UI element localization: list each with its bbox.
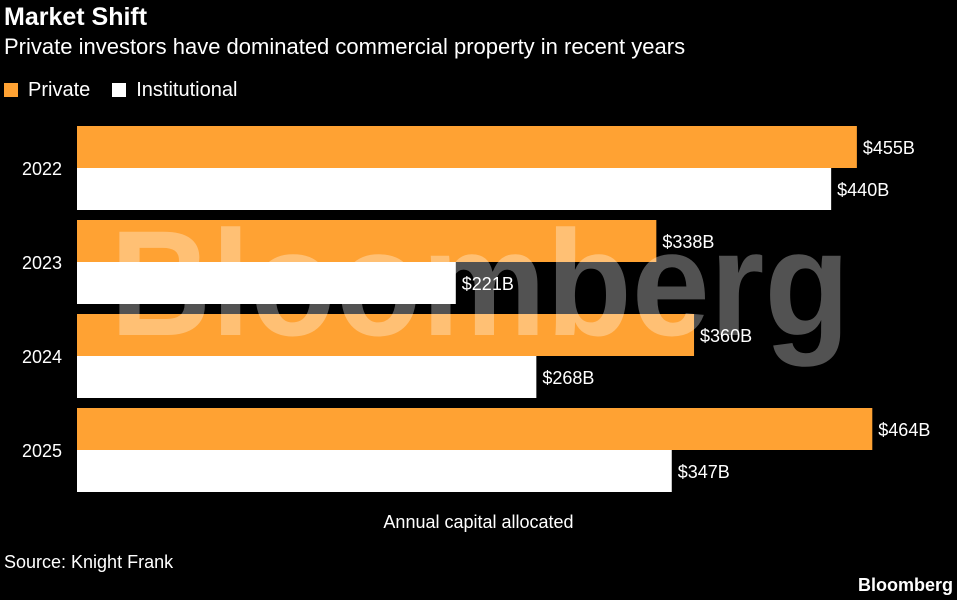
legend-swatch-private [4, 83, 18, 97]
y-tick-label-2025: 2025 [22, 441, 62, 461]
legend-item-private: Private [4, 78, 90, 102]
bar-private-2023 [77, 220, 657, 262]
data-label-private-2023: $338B [662, 232, 714, 252]
bar-private-2024 [77, 314, 695, 356]
bar-private-2025 [77, 408, 873, 450]
legend-swatch-institutional [112, 83, 127, 97]
x-axis-label: Annual capital allocated [383, 512, 574, 532]
chart-title: Market Shift [4, 3, 148, 31]
bar-institutional-2024 [77, 356, 537, 398]
data-label-private-2025: $464B [878, 420, 930, 440]
legend-item-institutional: Institutional [112, 78, 237, 102]
legend: Private Institutional [4, 78, 259, 102]
source-note: Source: Knight Frank [4, 552, 174, 572]
bar-institutional-2022 [77, 168, 832, 210]
data-label-institutional-2023: $221B [462, 274, 514, 294]
bar-institutional-2025 [77, 450, 672, 492]
bar-institutional-2023 [77, 262, 456, 304]
chart-subtitle: Private investors have dominated commerc… [4, 34, 686, 59]
data-label-institutional-2024: $268B [542, 368, 594, 388]
bar-private-2022 [77, 126, 857, 168]
y-tick-label-2023: 2023 [22, 253, 62, 273]
data-label-private-2024: $360B [700, 326, 752, 346]
legend-label-private: Private [28, 79, 91, 101]
data-label-private-2022: $455B [863, 138, 915, 158]
data-label-institutional-2025: $347B [678, 462, 730, 482]
bloomberg-brand: Bloomberg [857, 575, 953, 595]
data-label-institutional-2022: $440B [837, 180, 889, 200]
y-tick-label-2022: 2022 [22, 159, 62, 179]
y-tick-label-2024: 2024 [22, 347, 62, 367]
legend-label-institutional: Institutional [136, 79, 238, 101]
